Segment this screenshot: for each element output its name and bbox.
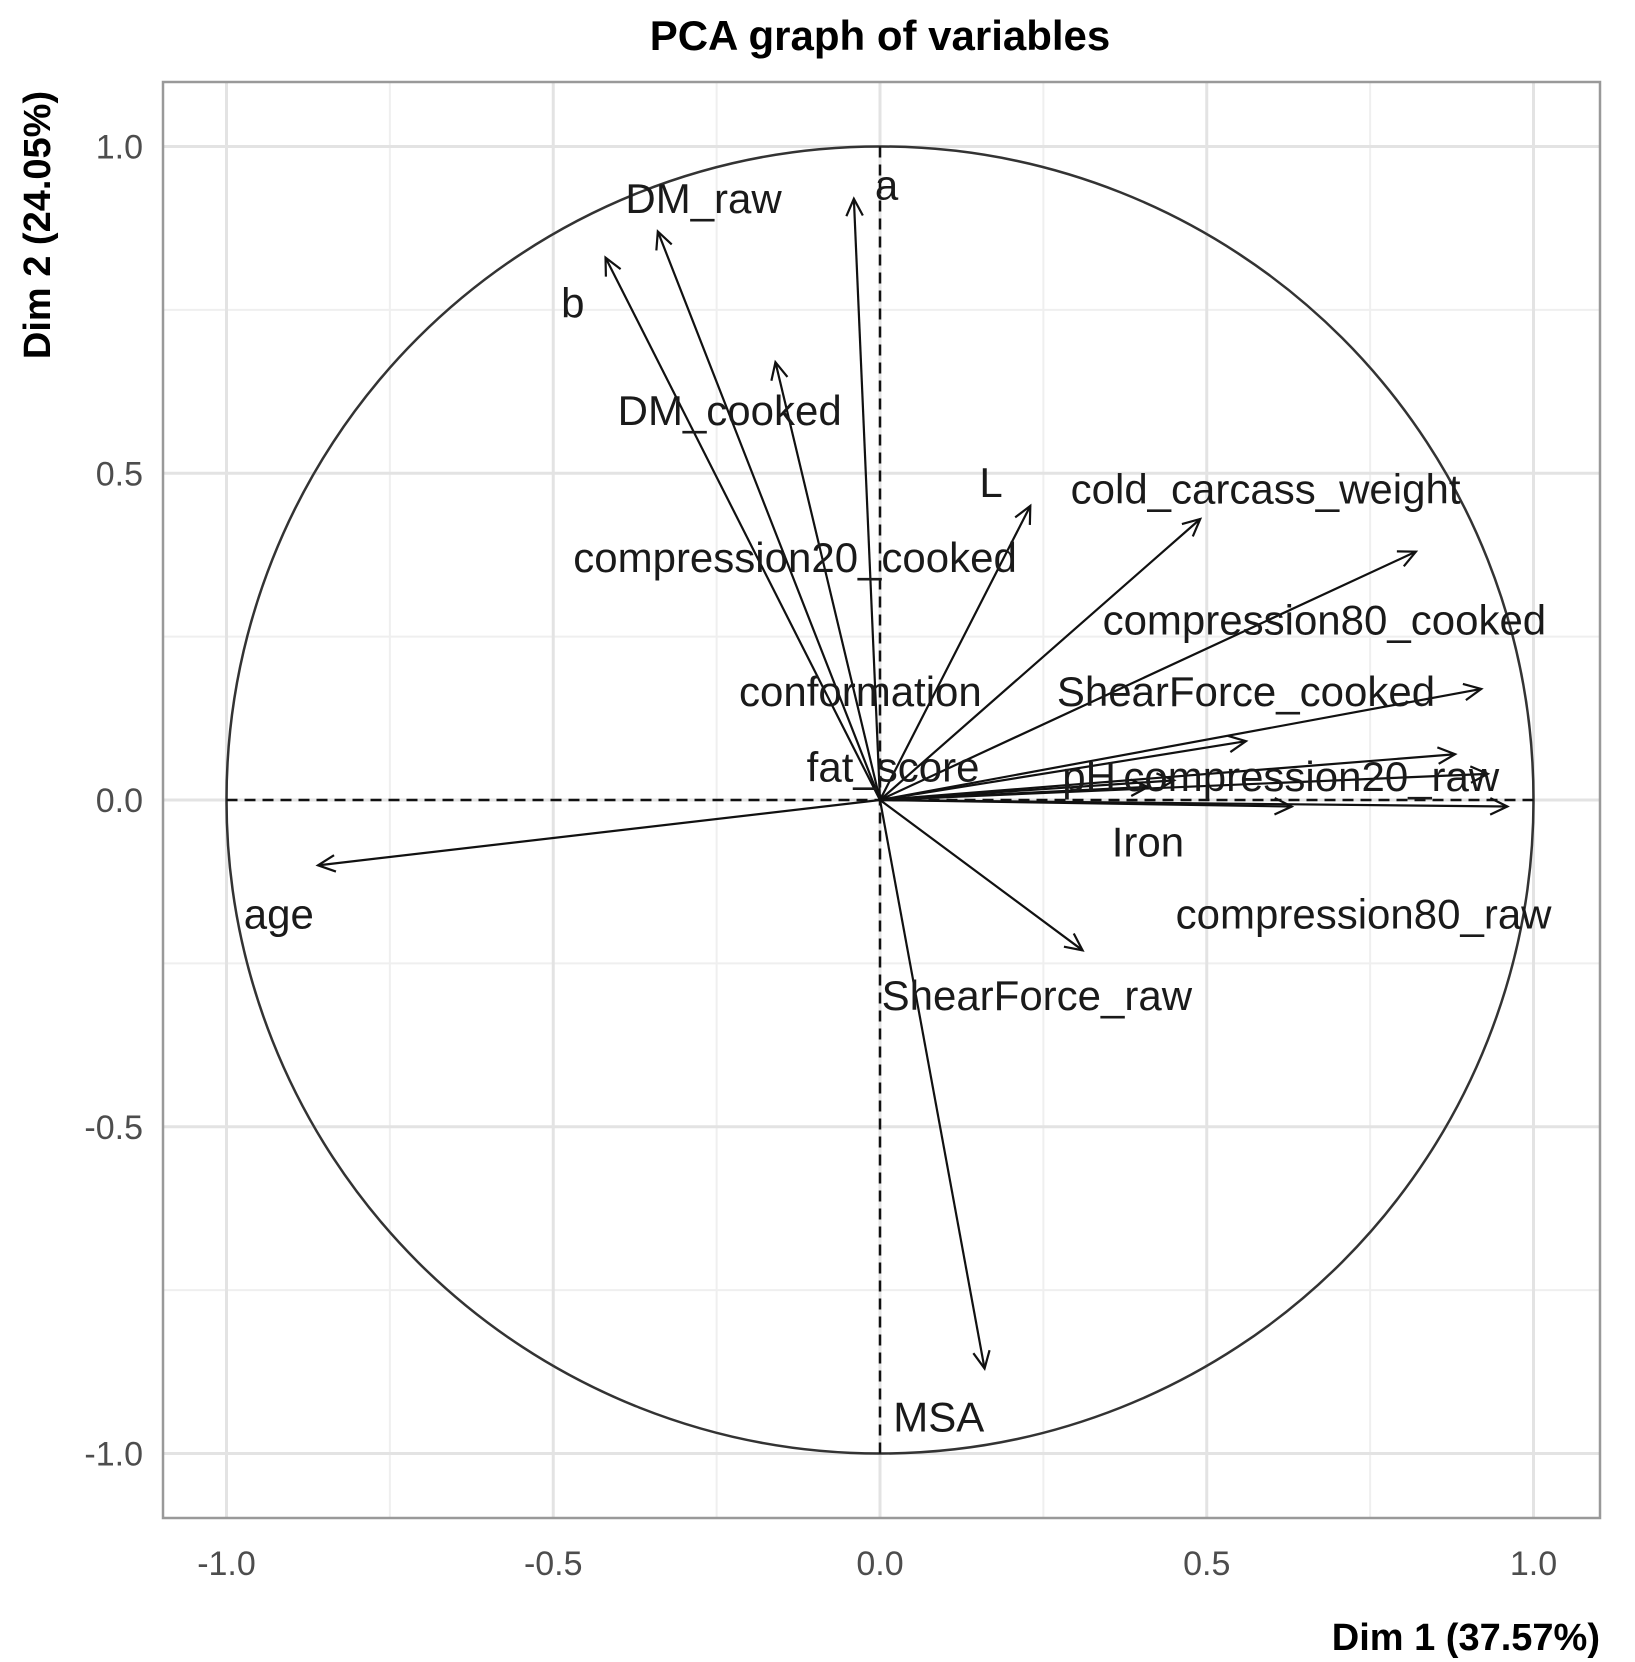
arrow-head bbox=[1156, 772, 1177, 791]
arrow-shaft bbox=[879, 505, 1032, 801]
arrow-shaft bbox=[879, 772, 1488, 802]
tick-labels: -1.0 -0.5 0.0 0.5 1.0 -1.0 -0.5 0.0 0.5 1.0 bbox=[84, 129, 1557, 1584]
arrow-age bbox=[315, 798, 881, 873]
y-tick-label: -1.0 bbox=[84, 1436, 143, 1474]
arrow-head bbox=[604, 255, 622, 277]
arrow-shaft bbox=[879, 740, 1247, 802]
label-fat-score: fat_score bbox=[807, 743, 980, 790]
arrow-compression20-raw bbox=[879, 765, 1491, 802]
y-tick-label: 0.5 bbox=[96, 455, 143, 493]
chart-title: PCA graph of variables bbox=[650, 12, 1111, 59]
arrow-head bbox=[972, 1349, 991, 1372]
label-compression20-cooked: compression20_cooked bbox=[573, 534, 1017, 581]
arrow-shaft bbox=[879, 550, 1417, 801]
arrow-head bbox=[1181, 517, 1203, 537]
arrow-compression80-cooked bbox=[879, 682, 1484, 802]
y-axis-title: Dim 2 (24.05%) bbox=[17, 91, 59, 359]
arrow-head bbox=[1469, 765, 1491, 784]
label-ph: pH bbox=[1062, 753, 1116, 800]
arrow-shaft bbox=[878, 799, 986, 1369]
label-msa: MSA bbox=[893, 1394, 984, 1441]
x-tick-label: -0.5 bbox=[524, 1545, 583, 1583]
arrow-head bbox=[1436, 746, 1458, 765]
arrow-ph bbox=[879, 772, 1177, 802]
arrow-head bbox=[1462, 682, 1484, 702]
arrow-head bbox=[1489, 797, 1510, 816]
arrow-b bbox=[604, 255, 881, 801]
x-tick-label: 1.0 bbox=[1510, 1545, 1557, 1583]
arrow-shaft bbox=[879, 779, 1175, 802]
label-dm-raw: DM_raw bbox=[625, 175, 782, 222]
panel-border bbox=[161, 80, 1602, 1520]
arrow-shaft bbox=[317, 798, 881, 867]
arrow-head bbox=[1273, 797, 1295, 816]
variable-arrows bbox=[315, 196, 1510, 1372]
label-conformation: conformation bbox=[739, 668, 982, 715]
label-shearforce-raw: ShearForce_raw bbox=[882, 972, 1193, 1019]
arrow-shaft bbox=[879, 799, 1084, 952]
arrow-head bbox=[1014, 503, 1032, 525]
y-tick-label: 0.0 bbox=[96, 782, 143, 820]
arrow-shaft bbox=[604, 257, 881, 801]
arrow-shaft bbox=[774, 361, 882, 801]
arrow-head bbox=[315, 854, 337, 873]
arrow-dm-cooked bbox=[770, 359, 882, 801]
arrow-shaft bbox=[852, 198, 882, 801]
label-age: age bbox=[244, 890, 314, 937]
label-b: b bbox=[561, 279, 584, 326]
arrow-a bbox=[845, 196, 882, 801]
y-tick-label: -0.5 bbox=[84, 1109, 143, 1147]
x-tick-label: 0.5 bbox=[1183, 1545, 1230, 1583]
x-tick-label: -1.0 bbox=[197, 1545, 256, 1583]
label-compression80-cooked: compression80_cooked bbox=[1103, 596, 1547, 643]
arrow-head bbox=[770, 359, 789, 381]
label-cold-carcass-weight: cold_carcass_weight bbox=[1071, 466, 1461, 513]
arrow-msa bbox=[878, 799, 991, 1372]
arrow-shearforce-raw bbox=[879, 799, 1085, 952]
arrow-cold-carcass-weight bbox=[879, 517, 1203, 801]
arrow-dm-raw bbox=[655, 229, 882, 801]
arrow-shaft bbox=[656, 231, 882, 801]
arrow-head bbox=[845, 196, 864, 217]
arrow-shaft bbox=[879, 798, 1508, 808]
label-shearforce-cooked: ShearForce_cooked bbox=[1057, 668, 1435, 715]
arrow-shaft bbox=[879, 687, 1482, 802]
arrow-compression80-raw bbox=[879, 797, 1510, 816]
label-a: a bbox=[875, 162, 899, 209]
y-tick-label: 1.0 bbox=[96, 129, 143, 167]
arrow-head bbox=[655, 229, 673, 251]
arrow-head bbox=[1063, 932, 1085, 952]
label-dm-cooked: DM_cooked bbox=[618, 387, 842, 434]
label-compression80-raw: compression80_raw bbox=[1176, 890, 1553, 937]
x-tick-label: 0.0 bbox=[856, 1545, 903, 1583]
arrow-shaft bbox=[879, 518, 1201, 801]
label-l: L bbox=[979, 459, 1002, 506]
x-axis-title: Dim 1 (37.57%) bbox=[1332, 1617, 1600, 1659]
label-compression20-raw: compression20_raw bbox=[1123, 753, 1500, 800]
arrow-conformation bbox=[879, 734, 1249, 802]
arrow-l bbox=[879, 503, 1032, 801]
label-iron: Iron bbox=[1112, 818, 1184, 865]
arrow-head bbox=[1227, 734, 1249, 753]
arrow-compression20-cooked bbox=[879, 550, 1419, 801]
arrow-head bbox=[1396, 550, 1419, 568]
